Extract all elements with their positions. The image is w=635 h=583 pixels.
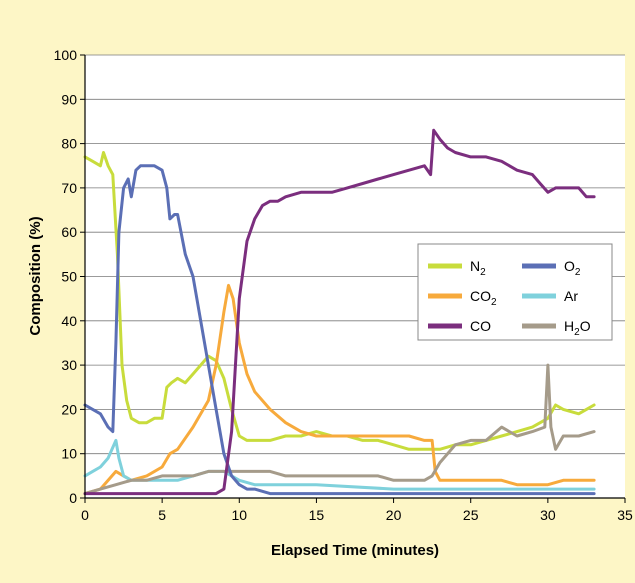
x-tick-label: 30 [540, 507, 556, 523]
legend-label-o2: O2 [564, 258, 581, 278]
y-tick-label: 10 [61, 446, 77, 462]
y-tick-label: 20 [61, 401, 77, 417]
y-tick-label: 40 [61, 313, 77, 329]
x-axis-label: Elapsed Time (minutes) [271, 542, 439, 559]
axes: 0 10 20 30 40 50 60 70 80 90 100 0 5 10 15 20 25 30 35 [54, 47, 633, 523]
y-tick-label: 50 [61, 269, 77, 285]
y-tick-label: 0 [69, 490, 77, 506]
legend-label-co: CO [470, 318, 491, 334]
y-tick-label: 80 [61, 136, 77, 152]
legend-label-co2: CO2 [470, 288, 497, 308]
series-line-h2o [83, 363, 596, 496]
series-line-co2 [83, 283, 596, 496]
y-tick-label: 100 [54, 47, 78, 63]
series-line-o2 [83, 164, 596, 496]
legend-label-h2o: H2O [564, 318, 591, 338]
y-tick-label: 90 [61, 91, 77, 107]
legend-label-ar: Ar [564, 288, 578, 304]
x-tick-label: 5 [158, 507, 166, 523]
x-tick-label: 15 [309, 507, 325, 523]
x-tick-label: 25 [463, 507, 479, 523]
x-tick-label: 10 [231, 507, 247, 523]
x-tick-label: 35 [617, 507, 633, 523]
y-tick-label: 70 [61, 180, 77, 196]
y-tick-label: 30 [61, 357, 77, 373]
series-line-co [83, 128, 596, 496]
legend-label-n2: N2 [470, 258, 486, 278]
x-tick-label: 0 [81, 507, 89, 523]
y-tick-label: 60 [61, 224, 77, 240]
y-axis-label: Composition (%) [27, 216, 44, 335]
x-tick-label: 20 [386, 507, 402, 523]
legend: N2 O2 CO2 Ar CO H2O [417, 243, 613, 341]
series-line-n2 [83, 151, 596, 451]
series-lines [83, 128, 596, 496]
